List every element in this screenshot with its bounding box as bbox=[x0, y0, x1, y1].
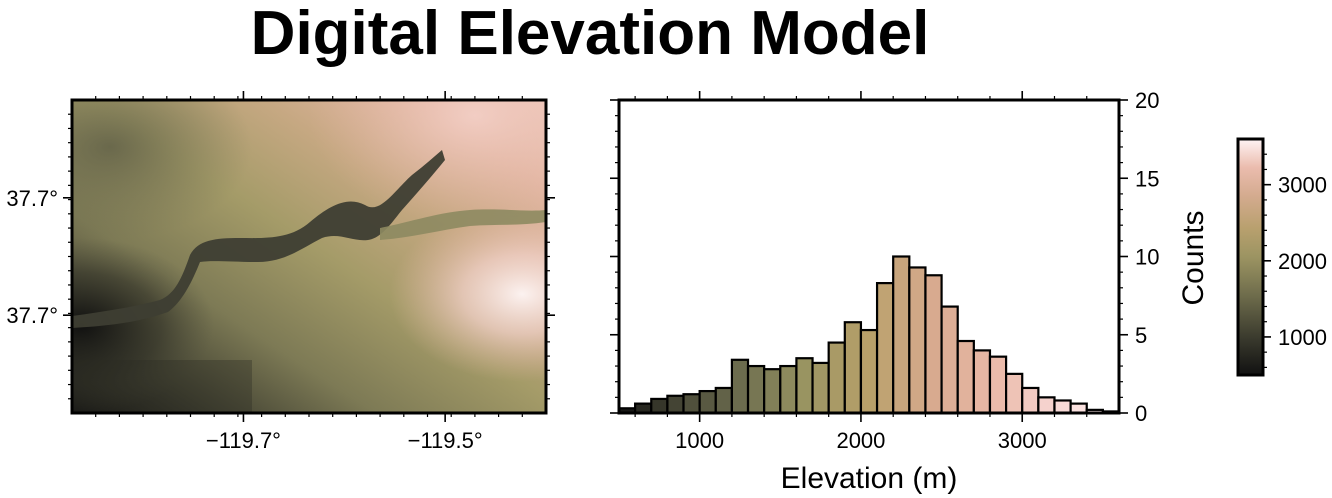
histogram-bars bbox=[617, 255, 1121, 415]
histogram-y-tick-label: 0 bbox=[1135, 401, 1147, 426]
histogram-bar bbox=[988, 355, 1008, 415]
histogram-x-tick-label: 2000 bbox=[836, 428, 885, 453]
histogram-y-tick-label: 5 bbox=[1135, 323, 1147, 348]
map-x-tick-label: −119.5° bbox=[408, 428, 483, 453]
terrain-dark-bottom-left bbox=[72, 360, 252, 413]
elevation-map bbox=[72, 100, 546, 413]
side-valley bbox=[380, 209, 546, 240]
histogram-bar bbox=[746, 364, 766, 415]
histogram-x-tick-label: 3000 bbox=[998, 428, 1047, 453]
histogram-bar bbox=[892, 255, 911, 415]
histogram-bar bbox=[682, 393, 701, 415]
histogram-bar bbox=[924, 274, 943, 415]
histogram-bar bbox=[972, 349, 992, 415]
map-y-tick-label: 37.7° bbox=[6, 186, 58, 211]
histogram-bar bbox=[843, 321, 863, 415]
colorbar-tick-label: 1000 bbox=[1278, 325, 1327, 350]
histogram-bar bbox=[795, 357, 814, 415]
histogram-x-tick-label: 1000 bbox=[675, 428, 724, 453]
histogram-bar bbox=[779, 364, 798, 415]
chart-title: Digital Elevation Model bbox=[250, 0, 930, 68]
histogram-bar bbox=[1021, 386, 1040, 415]
histogram-bar bbox=[827, 341, 846, 415]
histogram-ylabel: Counts bbox=[1177, 210, 1210, 305]
histogram-y-tick-label: 15 bbox=[1135, 166, 1159, 191]
histogram-bar bbox=[730, 358, 750, 415]
histogram-bar bbox=[811, 361, 830, 415]
histogram-bar bbox=[666, 394, 685, 415]
colorbar-ticks: 1000 2000 3000 bbox=[1263, 153, 1327, 368]
river-valley bbox=[72, 150, 445, 328]
histogram-bar bbox=[650, 397, 669, 415]
colorbar-tick-label: 3000 bbox=[1278, 173, 1327, 198]
map-ticks: −119.7° −119.5° 37.7° 37.7° bbox=[6, 91, 555, 453]
histogram-bar bbox=[859, 328, 879, 415]
histogram-xlabel: Elevation (m) bbox=[781, 462, 958, 495]
histogram-ticks: 1000 2000 3000 0 5 10 15 20 bbox=[610, 88, 1159, 453]
histogram-bar bbox=[940, 305, 959, 415]
colorbar bbox=[1236, 137, 1265, 377]
histogram-bar bbox=[956, 339, 975, 415]
histogram-bar bbox=[1053, 399, 1072, 415]
histogram-bar bbox=[908, 266, 927, 415]
histogram-bar bbox=[1037, 396, 1056, 415]
histogram-bar bbox=[875, 282, 895, 415]
histogram-bar bbox=[698, 389, 717, 415]
histogram-y-tick-label: 10 bbox=[1135, 245, 1159, 270]
histogram-bar bbox=[763, 368, 782, 415]
histogram-bar bbox=[1004, 372, 1024, 415]
histogram-y-tick-label: 20 bbox=[1135, 88, 1159, 113]
map-y-tick-label: 37.7° bbox=[6, 303, 58, 328]
colorbar-tick-label: 2000 bbox=[1278, 249, 1327, 274]
histogram-bar bbox=[714, 386, 734, 415]
map-x-tick-label: −119.7° bbox=[206, 428, 281, 453]
terrain-dark-canyon-mouth bbox=[72, 100, 546, 413]
